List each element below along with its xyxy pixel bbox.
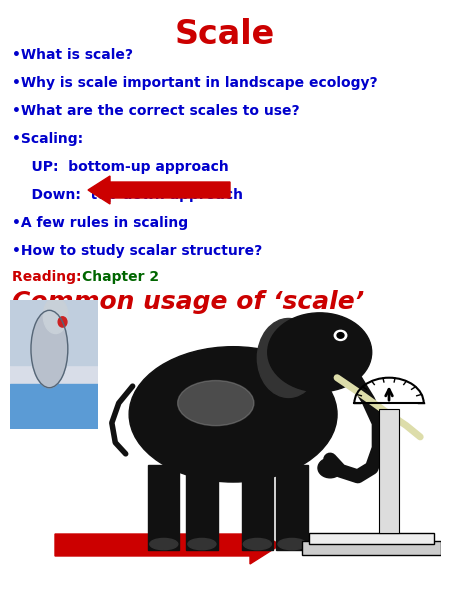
- Text: •What are the correct scales to use?: •What are the correct scales to use?: [12, 104, 300, 118]
- Bar: [148, 465, 180, 550]
- Bar: [10, 384, 98, 429]
- Bar: [302, 541, 441, 556]
- Ellipse shape: [129, 347, 337, 482]
- Bar: [10, 300, 98, 364]
- Ellipse shape: [31, 310, 68, 388]
- Bar: [276, 465, 308, 550]
- Text: Chapter 2: Chapter 2: [82, 270, 159, 284]
- Text: Reading:: Reading:: [12, 270, 91, 284]
- Text: •A few rules in scaling: •A few rules in scaling: [12, 216, 188, 230]
- Text: Common usage of ‘scale’: Common usage of ‘scale’: [12, 290, 364, 314]
- FancyArrow shape: [88, 176, 230, 204]
- Text: •Scaling:: •Scaling:: [12, 132, 83, 146]
- Text: Scale: Scale: [175, 18, 275, 51]
- Text: •What is scale?: •What is scale?: [12, 48, 133, 62]
- Ellipse shape: [278, 538, 306, 550]
- Circle shape: [318, 458, 342, 478]
- Ellipse shape: [178, 380, 254, 425]
- Ellipse shape: [188, 538, 216, 550]
- Ellipse shape: [243, 538, 271, 550]
- FancyArrow shape: [55, 526, 280, 564]
- Bar: [309, 533, 434, 544]
- Bar: [242, 465, 273, 550]
- Text: •Why is scale important in landscape ecology?: •Why is scale important in landscape eco…: [12, 76, 378, 90]
- Text: Down:  top-down approach: Down: top-down approach: [12, 188, 243, 202]
- Ellipse shape: [58, 317, 67, 327]
- Circle shape: [334, 331, 347, 340]
- Circle shape: [43, 298, 68, 334]
- Circle shape: [337, 332, 344, 338]
- Text: •How to study scalar structure?: •How to study scalar structure?: [12, 244, 262, 258]
- Bar: [378, 409, 400, 533]
- Text: UP:  bottom-up approach: UP: bottom-up approach: [12, 160, 229, 174]
- Ellipse shape: [268, 313, 372, 392]
- Ellipse shape: [150, 538, 178, 550]
- Bar: [186, 465, 217, 550]
- Ellipse shape: [257, 319, 320, 397]
